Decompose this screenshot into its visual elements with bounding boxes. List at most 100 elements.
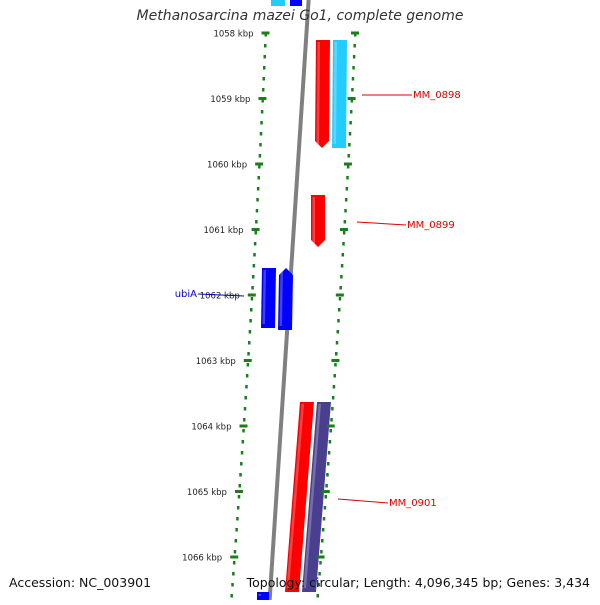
gene-feature-mm0901[interactable]: [302, 402, 331, 592]
ruler-dot-inner: [246, 363, 250, 367]
label-leader-line: [337, 498, 389, 504]
ruler-dot-outer: [340, 275, 343, 279]
ruler-dot-outer: [330, 418, 333, 422]
tick-mark-outer: [351, 31, 359, 35]
ruler-dot-inner: [263, 55, 266, 59]
gene-feature-partial[interactable]: [257, 592, 269, 600]
tick-label: 1063 kbp: [196, 357, 236, 367]
ruler-dot-outer: [327, 451, 331, 455]
ruler-dot-inner: [245, 374, 249, 378]
ruler-dot-outer: [334, 363, 337, 367]
ruler-dot-inner: [261, 99, 264, 103]
tick-mark-inner: [247, 293, 256, 297]
ruler-dot-outer: [320, 550, 323, 554]
map-title: Methanosarcina mazei Go1, complete genom…: [136, 8, 464, 24]
ruler-dot-inner: [239, 473, 242, 477]
ruler-dot-inner: [258, 154, 262, 158]
ruler-dot-outer: [351, 77, 355, 81]
ruler-dot-outer: [318, 572, 321, 576]
ruler-dot-inner: [237, 495, 241, 499]
ruler-dot-outer: [354, 33, 357, 37]
ruler-dot-inner: [243, 407, 247, 411]
ruler-dot-outer: [348, 143, 351, 147]
ruler-dot-outer: [337, 319, 340, 323]
tick-mark-inner: [230, 555, 239, 559]
tick-layer: 1058 kbp 1059 kbp 1060 kbp 1061 kbp 1062 kbp…: [182, 30, 359, 564]
ruler-dot-inner: [257, 176, 260, 180]
ruler-dot-inner: [240, 451, 244, 455]
tick-mark-inner: [255, 162, 264, 166]
ruler-dot-outer: [331, 407, 334, 411]
gene-feature-red-sheen: [286, 404, 304, 588]
ruler-dot-outer: [344, 209, 347, 213]
ruler-dot-outer: [316, 594, 320, 598]
ruler-dot-outer: [340, 264, 344, 268]
ruler-dot-outer: [321, 528, 325, 532]
ruler-dot-outer: [335, 341, 339, 345]
gene-feature-mm0899[interactable]: [311, 195, 325, 247]
ruler-dotted-tracks: [230, 33, 357, 598]
gene-label[interactable]: MM_0898: [413, 90, 461, 101]
ruler-dot-inner: [233, 550, 237, 554]
ruler-dot-outer: [327, 462, 330, 466]
ruler-dot-outer: [323, 506, 327, 510]
tick-mark-inner: [251, 228, 260, 231]
ruler-dot-inner: [258, 165, 261, 169]
ruler-dot-inner: [231, 583, 234, 587]
tick-label: 1062 kbp: [200, 292, 240, 302]
ruler-dot-inner: [235, 528, 238, 532]
ruler-dot-inner: [247, 341, 251, 345]
ruler-dot-inner: [241, 440, 245, 444]
gene-feature-mm0899-sheen: [312, 197, 315, 243]
gene-feature-mm0898[interactable]: [332, 40, 347, 148]
tick-label: 1065 kbp: [187, 488, 227, 498]
label-leader-line: [356, 221, 407, 226]
ruler-dot-inner: [262, 66, 266, 70]
ruler-dot-outer: [336, 330, 340, 334]
ruler-dot-inner: [253, 253, 256, 257]
ruler-dot-inner: [259, 132, 263, 136]
tick-mark-outer: [340, 228, 349, 231]
ruler-dot-outer: [341, 253, 345, 257]
ruler-dot-outer: [346, 176, 349, 180]
ruler-dot-inner: [247, 352, 250, 356]
tick-label: 1061 kbp: [204, 226, 244, 236]
ruler-dot-outer: [352, 66, 355, 70]
gene-feature-partial[interactable]: [290, 0, 302, 6]
ruler-dot-inner: [230, 594, 233, 598]
gene-feature-ubiA-sheen: [279, 270, 283, 326]
ruler-dot-outer: [353, 44, 356, 48]
gene-feature-red[interactable]: [285, 402, 314, 592]
ruler-dot-inner: [255, 209, 259, 213]
ruler-dot-inner: [256, 187, 260, 191]
ruler-dot-outer: [343, 220, 347, 224]
gene-feature-blue[interactable]: [261, 268, 276, 328]
gene-label[interactable]: ubiA: [175, 289, 197, 300]
ruler-dot-inner: [264, 44, 267, 48]
ruler-dot-outer: [324, 495, 327, 499]
gene-feature-ubiA[interactable]: [278, 268, 293, 330]
ruler-dot-outer: [326, 473, 329, 477]
ruler-dot-inner: [250, 297, 254, 301]
ruler-dot-inner: [256, 198, 259, 202]
gene-feature-mm0898-red[interactable]: [315, 40, 330, 148]
gene-feature-partial[interactable]: [271, 0, 285, 6]
ruler-dot-inner: [236, 517, 239, 521]
ruler-dot-inner: [264, 33, 267, 37]
ruler-dot-inner: [232, 561, 236, 565]
ruler-dot-outer: [352, 55, 356, 59]
gene-label[interactable]: MM_0899: [407, 220, 455, 231]
ruler-dot-outer: [337, 308, 341, 312]
ruler-dot-inner: [232, 572, 235, 576]
ruler-dot-outer: [332, 385, 336, 389]
ruler-dot-outer: [321, 539, 324, 543]
ruler-dot-outer: [349, 121, 352, 125]
tick-label: 1059 kbp: [210, 95, 250, 105]
ruler-dot-outer: [333, 374, 336, 378]
ruler-dot-outer: [347, 154, 351, 158]
tick-mark-inner: [239, 424, 248, 428]
ruler-dot-outer: [348, 132, 352, 136]
ruler-dot-outer: [351, 88, 354, 92]
gene-label[interactable]: MM_0901: [389, 498, 437, 509]
